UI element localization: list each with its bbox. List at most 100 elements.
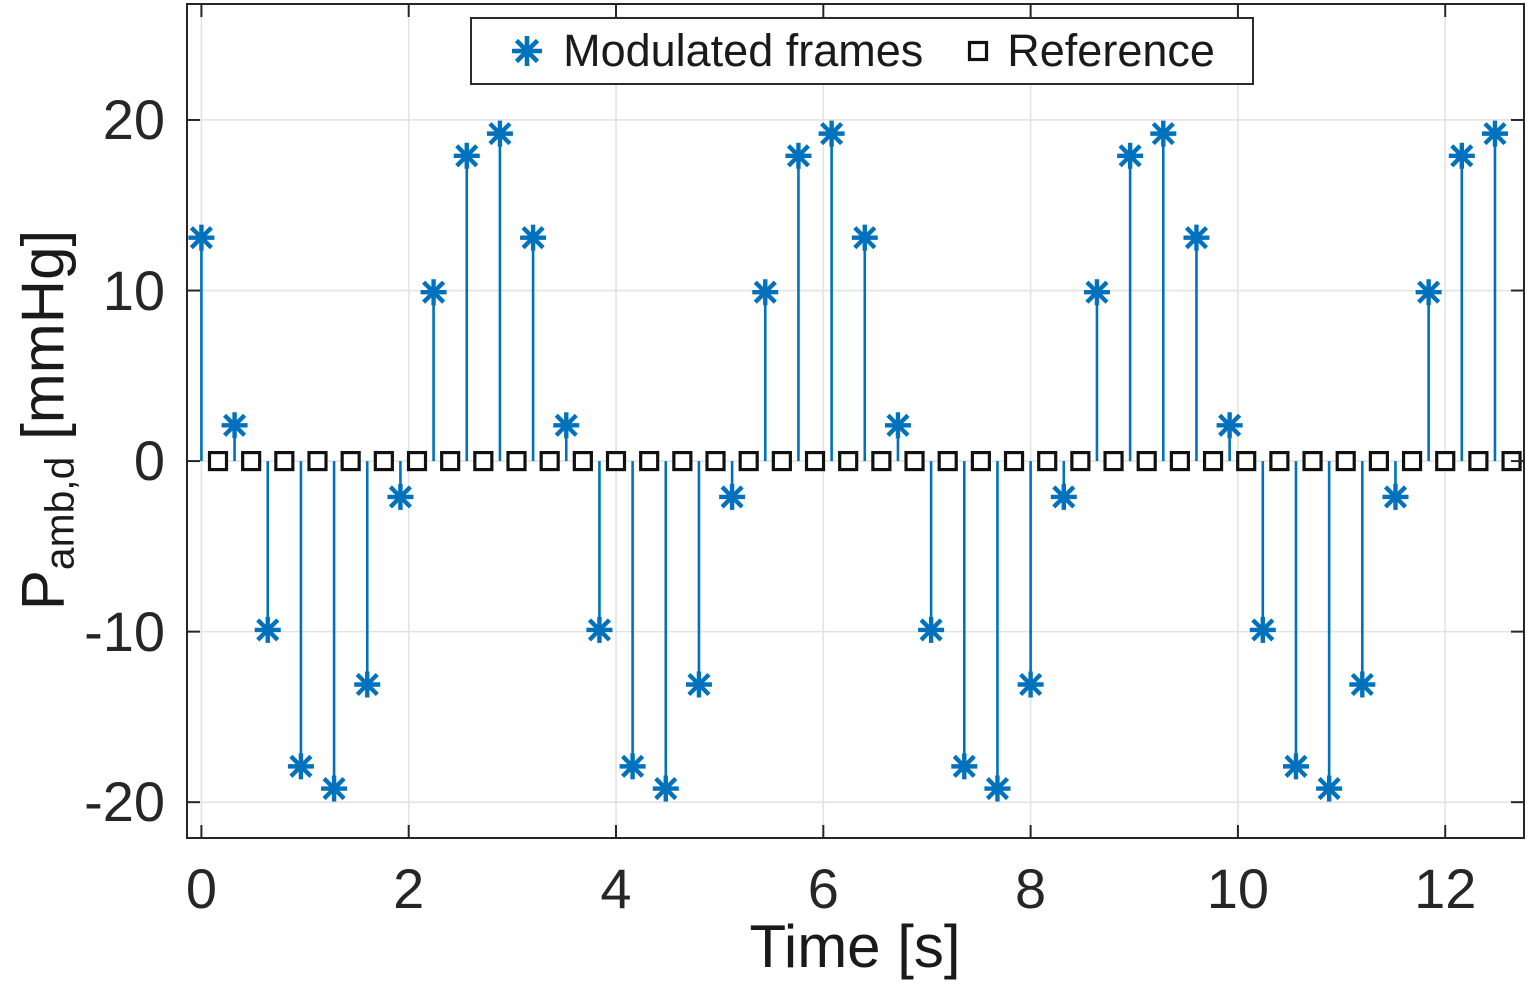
legend-label-modulated-frames: Modulated frames [563, 25, 924, 76]
asterisk-marker [1350, 672, 1374, 697]
reference-marker [1269, 450, 1290, 472]
reference-marker [804, 450, 826, 472]
reference-marker [771, 450, 792, 472]
reference-marker [1435, 450, 1456, 472]
asterisk-marker [753, 280, 777, 304]
y-axis-label-unit: [mmHg] [9, 229, 77, 440]
asterisk-marker [256, 618, 280, 642]
asterisk-marker [1417, 280, 1441, 304]
asterisk-marker [687, 672, 711, 697]
reference-marker [307, 450, 328, 472]
reference-marker [672, 450, 693, 472]
reference-marker [207, 450, 229, 472]
reference-marker [937, 450, 958, 472]
x-tick-label: 6 [807, 857, 839, 920]
asterisk-marker [1284, 754, 1308, 778]
asterisk-marker [1383, 485, 1408, 509]
asterisk-marker [1184, 226, 1209, 250]
asterisk-marker [786, 144, 810, 168]
asterisk-marker [355, 672, 379, 697]
square-marker-icon [968, 40, 989, 62]
y-tick-label: -20 [84, 770, 165, 834]
reference-marker [506, 450, 527, 472]
asterisk-marker [1118, 144, 1142, 168]
reference-marker [738, 450, 759, 472]
reference-marker [241, 450, 262, 472]
x-tick-label: 8 [1015, 857, 1047, 920]
asterisk-marker [1052, 485, 1076, 509]
legend-entry-modulated-frames: Modulated frames [509, 25, 923, 77]
reference-marker [539, 450, 560, 472]
asterisk-marker [289, 754, 313, 778]
reference-marker [904, 450, 925, 472]
reference-marker [639, 450, 660, 472]
y-axis-label-main: P [9, 570, 77, 611]
reference-marker [970, 450, 991, 472]
y-axis-label: Pamb,d [mmHg] [9, 230, 84, 610]
asterisk-marker [952, 754, 976, 778]
asterisk-marker [886, 413, 910, 437]
reference-marker [1236, 450, 1257, 472]
asterisk-marker [388, 485, 412, 509]
asterisk-marker [223, 413, 247, 437]
asterisk-marker [488, 122, 512, 146]
asterisk-marker-icon [512, 36, 543, 66]
reference-marker [1401, 450, 1423, 472]
asterisk-marker [1151, 122, 1175, 146]
reference-marker [1302, 450, 1323, 472]
reference-marker [1169, 450, 1190, 472]
reference-marker [1468, 450, 1489, 472]
y-tick-label: 0 [133, 429, 165, 493]
asterisk-marker [654, 776, 678, 801]
x-tick-label: 10 [1206, 857, 1270, 920]
asterisk-marker [422, 280, 446, 304]
asterisk-marker [1019, 672, 1043, 697]
reference-marker [572, 450, 593, 472]
reference-marker [1136, 450, 1157, 472]
reference-marker [373, 450, 394, 472]
asterisk-marker [1218, 413, 1242, 437]
reference-marker [1368, 450, 1389, 472]
asterisk-marker [587, 618, 611, 642]
y-tick-label: -10 [84, 599, 165, 663]
reference-marker [1335, 450, 1356, 472]
asterisk-marker [853, 226, 877, 250]
legend: Modulated frames Reference [470, 17, 1254, 85]
reference-marker [1103, 450, 1124, 472]
x-tick-label: 12 [1414, 857, 1477, 920]
asterisk-marker [554, 413, 578, 437]
reference-marker [705, 450, 726, 472]
x-tick-label: 4 [600, 857, 632, 920]
axes-border [186, 3, 1525, 839]
reference-marker [440, 450, 461, 472]
asterisk-marker [720, 485, 744, 509]
asterisk-marker [1450, 144, 1474, 168]
asterisk-marker [820, 122, 844, 146]
asterisk-marker [521, 226, 545, 250]
x-tick-label: 2 [393, 857, 425, 920]
asterisk-marker [621, 754, 645, 778]
asterisk-marker [1085, 280, 1109, 304]
reference-marker [406, 450, 428, 472]
asterisk-marker [985, 776, 1010, 801]
reference-marker [1003, 450, 1025, 472]
reference-marker [605, 450, 627, 472]
reference-marker [838, 450, 859, 472]
asterisk-marker [919, 618, 943, 642]
y-axis-label-subscript: amb,d [36, 456, 83, 571]
y-tick-label: 10 [102, 258, 165, 322]
reference-marker [1202, 450, 1224, 472]
x-axis-label: Time [s] [749, 913, 961, 980]
asterisk-marker [455, 144, 479, 168]
reference-marker [1037, 450, 1058, 472]
legend-entry-reference: Reference [967, 25, 1215, 77]
asterisk-marker [322, 776, 346, 801]
asterisk-marker [1483, 122, 1507, 146]
y-tick-label: 20 [102, 87, 165, 151]
asterisk-marker [1317, 776, 1341, 801]
asterisk-marker [189, 226, 213, 250]
reference-marker [473, 450, 494, 472]
x-tick-label: 0 [185, 857, 217, 920]
